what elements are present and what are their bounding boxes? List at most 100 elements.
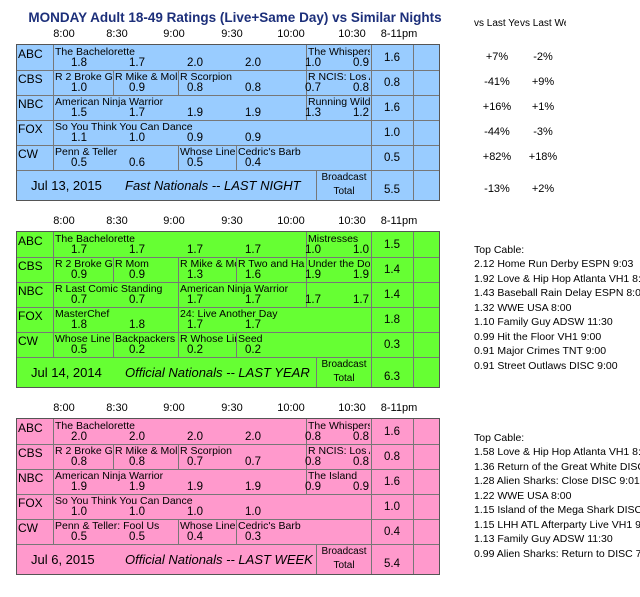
- show-name: R 2 Broke Girl: [55, 71, 113, 83]
- top-cable-item: 1.13 Family Guy ADSW 11:30: [474, 533, 613, 545]
- grid-row-divider: [17, 519, 439, 520]
- show-divider: [113, 257, 114, 282]
- rating-value: 0.7: [245, 456, 261, 468]
- broadcast-total: 6.3: [384, 371, 400, 383]
- late-slot-divider: [306, 45, 307, 70]
- show-name: R Last Comic Standing: [55, 283, 163, 295]
- total-column-divider: [371, 419, 372, 574]
- total-column-divider: [371, 232, 372, 387]
- rating-value: 1.7: [187, 244, 203, 256]
- rating-value: 0.7: [129, 294, 145, 306]
- rating-value: 0.9: [129, 82, 145, 94]
- broadcast-divider: [316, 170, 317, 200]
- rating-value: 2.0: [187, 57, 203, 69]
- night-total: 1.6: [384, 52, 400, 64]
- rating-value: 0.8: [353, 431, 369, 443]
- rating-value: 1.0: [129, 506, 145, 518]
- show-divider: [113, 332, 114, 357]
- late-slot-divider: [306, 257, 307, 282]
- show-divider: [236, 519, 237, 544]
- rating-value: 1.0: [305, 57, 321, 69]
- rating-value: 1.9: [245, 481, 261, 493]
- rating-value: 1.9: [187, 107, 203, 119]
- time-slot-label: 10:30: [338, 215, 366, 227]
- network-label: FOX: [18, 309, 43, 323]
- show-divider: [178, 257, 179, 282]
- vs-last-year-header: vs Last Year: [474, 18, 520, 29]
- rating-value: 0.5: [71, 157, 87, 169]
- broadcast-label: Broadcast: [321, 172, 367, 183]
- grid-row-divider: [17, 307, 439, 308]
- time-slot-label: 8-11pm: [380, 28, 418, 40]
- broadcast-vs-last-year: -13%: [484, 183, 510, 195]
- show-name: Whose Line: [180, 146, 236, 158]
- night-total: 1.4: [384, 289, 400, 301]
- vs-last-year-value: +7%: [485, 51, 509, 63]
- rating-value: 2.0: [71, 431, 87, 443]
- night-total: 0.3: [384, 339, 400, 351]
- late-slot-divider: [306, 95, 307, 120]
- grid-row-divider: [17, 494, 439, 495]
- show-name: 24: Live Another Day: [180, 308, 278, 320]
- show-name: The Whispers: [308, 420, 370, 432]
- rating-value: 0.8: [305, 456, 321, 468]
- rating-value: 1.7: [71, 244, 87, 256]
- network-label: CW: [18, 147, 38, 161]
- top-cable-item: 1.15 LHH ATL Afterparty Live VH1 9:00: [474, 518, 640, 531]
- total-column-divider: [413, 232, 414, 387]
- time-slot-label: 8:30: [106, 28, 128, 40]
- total-label: Total: [333, 373, 355, 384]
- rating-value: 2.0: [129, 431, 145, 443]
- network-column-divider: [53, 232, 54, 357]
- rating-value: 0.2: [129, 344, 145, 356]
- night-total: 1.6: [384, 102, 400, 114]
- show-name: Under the Dome: [308, 258, 370, 270]
- rating-value: 1.9: [71, 481, 87, 493]
- panel-block-0: 8:00 8:30 9:00 9:30 10:00 10:30 8-11pm ABC The B…: [16, 28, 640, 213]
- network-label: FOX: [18, 496, 43, 510]
- rating-value: 1.7: [129, 244, 145, 256]
- show-name: American Ninja Warrior: [55, 96, 164, 108]
- show-name: R 2 Broke Girl: [55, 258, 113, 270]
- time-slot-label: 9:30: [221, 28, 243, 40]
- rating-value: 0.2: [187, 344, 203, 356]
- top-cable-title: Top Cable:: [474, 432, 525, 444]
- grid-row-divider: [17, 257, 439, 258]
- rating-value: 0.8: [353, 82, 369, 94]
- rating-value: 1.0: [71, 82, 87, 94]
- night-total: 1.0: [384, 501, 400, 513]
- rating-value: 1.6: [245, 269, 261, 281]
- rating-value: 1.2: [353, 107, 369, 119]
- rating-value: 1.0: [245, 506, 261, 518]
- grid-row-divider: [17, 120, 439, 121]
- broadcast-total: 5.4: [384, 558, 400, 570]
- rating-value: 1.9: [187, 481, 203, 493]
- rating-value: 1.8: [71, 319, 87, 331]
- rating-value: 0.4: [245, 157, 261, 169]
- top-cable-item: 1.43 Baseball Rain Delay ESPN 8:00: [474, 287, 640, 299]
- time-slot-label: 8:00: [53, 215, 75, 227]
- show-name: R Mom: [115, 258, 149, 270]
- top-cable-item: 0.91 Major Crimes TNT 9:00: [474, 345, 607, 357]
- total-label: Total: [333, 186, 355, 197]
- network-label: CBS: [18, 259, 43, 273]
- network-label: ABC: [18, 234, 43, 248]
- top-cable-item: 1.36 Return of the Great White DISC 9: [474, 460, 640, 473]
- footer-divider: [17, 544, 439, 545]
- show-name: Running Wild with Bear Gryl: [308, 96, 370, 108]
- broadcast-divider: [316, 357, 317, 387]
- rating-value: 0.5: [71, 344, 87, 356]
- network-label: CBS: [18, 446, 43, 460]
- night-total: 0.5: [384, 152, 400, 164]
- rating-value: 0.6: [129, 157, 145, 169]
- top-cable-item: 0.99 Alien Sharks: Return to DISC 7:0: [474, 547, 640, 560]
- vs-last-week-value: +1%: [531, 101, 555, 113]
- show-name: Penn & Teller: Fool Us: [55, 520, 160, 532]
- night-total: 1.0: [384, 127, 400, 139]
- rating-value: 0.7: [305, 82, 321, 94]
- show-name: Whose Line is: [55, 333, 113, 345]
- rating-value: 1.9: [305, 269, 321, 281]
- grid-row-divider: [17, 282, 439, 283]
- panel-label: Official Nationals -- LAST WEEK: [125, 552, 313, 567]
- rating-value: 0.8: [71, 456, 87, 468]
